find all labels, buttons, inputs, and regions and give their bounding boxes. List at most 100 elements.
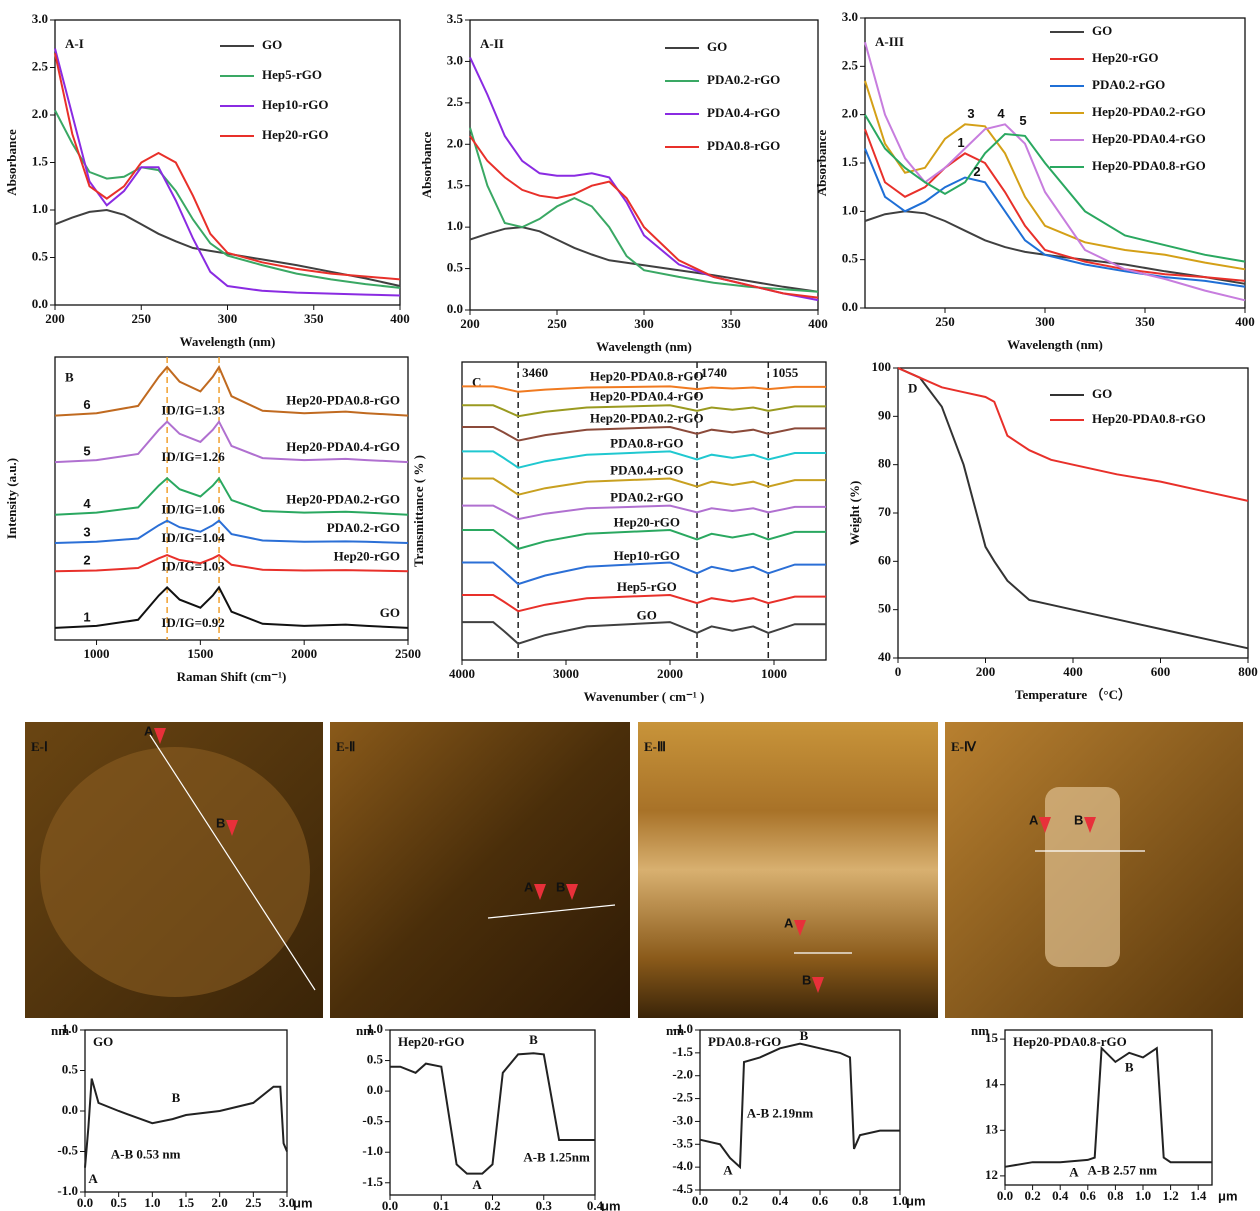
y-tick-label: 1.5 — [32, 153, 49, 168]
annotation: 1 — [957, 135, 964, 150]
legend-label: Hep20-PDA0.8-rGO — [1092, 411, 1206, 426]
y-tick-label: -2.0 — [672, 1067, 693, 1082]
series-label: GO — [637, 607, 657, 622]
profile-title: PDA0.8-rGO — [708, 1034, 781, 1049]
y-tick-label: 2.5 — [32, 58, 49, 73]
ratio-label: ID/IG=1.26 — [161, 449, 225, 464]
image-title: E-Ⅳ — [951, 739, 977, 754]
marker-label: A — [784, 915, 794, 930]
x-axis-unit: μm — [1218, 1188, 1238, 1203]
y-tick-label: 1.5 — [842, 154, 859, 169]
series-label: Hep20-PDA0.8-rGO — [286, 393, 400, 408]
x-tick-label: 400 — [808, 316, 828, 331]
marker-label: B — [556, 879, 565, 894]
y-axis-label: Transmittance ( % ) — [411, 455, 426, 567]
y-tick-label: 12 — [985, 1167, 998, 1182]
x-tick-label: 0 — [895, 664, 902, 679]
series-line — [55, 49, 400, 296]
panel: 0.00.10.20.30.4-1.5-1.0-0.50.00.51.0nmμm… — [356, 1021, 621, 1211]
series-label: GO — [380, 605, 400, 620]
x-axis-unit: μm — [601, 1198, 621, 1211]
y-tick-label: 3.0 — [32, 11, 48, 26]
y-tick-label: 14 — [985, 1076, 999, 1091]
x-axis-unit: μm — [906, 1193, 926, 1208]
y-tick-label: 0.0 — [447, 301, 463, 316]
annotation: A — [472, 1177, 482, 1192]
marker-label: B — [802, 972, 811, 987]
y-axis-label: Absorbance — [4, 129, 19, 196]
y-tick-label: -4.5 — [672, 1181, 693, 1196]
x-axis-label: Raman Shift (cm⁻¹) — [177, 669, 287, 684]
x-tick-label: 0.2 — [484, 1198, 500, 1211]
plot-frame — [55, 20, 400, 305]
series-line — [462, 622, 826, 644]
legend-label: PDA0.4-rGO — [707, 105, 780, 120]
y-tick-label: 0.0 — [62, 1102, 78, 1117]
series-label: Hep20-PDA0.8-rGO — [590, 368, 704, 383]
afm-image — [638, 722, 938, 1018]
y-tick-label: 40 — [878, 649, 891, 664]
annotation: A-B 1.25nm — [523, 1149, 590, 1164]
x-axis-label: Temperature （°C） — [1015, 687, 1131, 702]
legend-label: Hep20-PDA0.2-rGO — [1092, 104, 1206, 119]
y-tick-label: -0.5 — [57, 1142, 78, 1157]
series-label: Hep20-rGO — [334, 548, 400, 563]
series-line — [55, 587, 408, 628]
ratio-label: ID/IG=1.04 — [161, 530, 225, 545]
y-tick-label: 70 — [878, 504, 891, 519]
y-tick-label: 0.5 — [62, 1061, 79, 1076]
y-tick-label: -0.5 — [362, 1113, 383, 1128]
y-axis-unit: nm — [356, 1023, 374, 1038]
y-tick-label: -1.5 — [362, 1174, 383, 1189]
legend-label: Hep10-rGO — [262, 97, 328, 112]
panel: 2002503003504000.00.51.01.52.02.53.03.5W… — [419, 11, 828, 354]
legend-label: GO — [1092, 23, 1112, 38]
x-axis-label: Wavenumber ( cm⁻¹ ) — [584, 689, 705, 704]
annotation: 2 — [973, 164, 980, 179]
x-tick-label: 300 — [634, 316, 654, 331]
legend-label: PDA0.2-rGO — [1092, 77, 1165, 92]
x-tick-label: 0.2 — [732, 1193, 748, 1208]
y-tick-label: -1.0 — [57, 1183, 78, 1198]
series-label: Hep5-rGO — [617, 579, 677, 594]
series-line — [1005, 1048, 1212, 1167]
annotation: A-B 2.57 nm — [1087, 1162, 1157, 1177]
x-tick-label: 0.0 — [997, 1188, 1013, 1203]
reference-line-label: 1740 — [701, 365, 727, 380]
profile-title: Hep20-rGO — [398, 1034, 464, 1049]
y-tick-label: 80 — [878, 456, 891, 471]
annotation: B — [1125, 1060, 1134, 1075]
marker-label: A — [524, 879, 534, 894]
reference-line-label: 1055 — [772, 365, 799, 380]
panel-title: D — [908, 381, 917, 396]
annotation: 5 — [1019, 113, 1026, 128]
x-tick-label: 0.2 — [1024, 1188, 1040, 1203]
x-tick-label: 1.4 — [1190, 1188, 1207, 1203]
y-tick-label: 2.5 — [842, 57, 859, 72]
annotation: B — [529, 1032, 538, 1047]
series-label: PDA0.2-rGO — [610, 489, 683, 504]
ratio-label: ID/IG=1.06 — [161, 502, 225, 517]
x-tick-label: 600 — [1151, 664, 1171, 679]
marker-label: B — [1074, 812, 1083, 827]
ratio-label: ID/IG=1.33 — [161, 403, 225, 418]
y-tick-label: 1.0 — [842, 202, 858, 217]
x-axis-label: Wavelength (nm) — [180, 334, 276, 349]
ratio-label: ID/IG=1.03 — [161, 558, 225, 573]
image-title: E-Ⅰ — [31, 739, 48, 754]
legend-label: PDA0.8-rGO — [707, 138, 780, 153]
x-tick-label: 200 — [45, 311, 65, 326]
x-tick-label: 0.0 — [382, 1198, 398, 1211]
y-tick-label: 60 — [878, 552, 891, 567]
afm-flake — [40, 747, 310, 997]
x-tick-label: 0.6 — [812, 1193, 829, 1208]
y-axis-label: Intensity (a.u.) — [4, 458, 19, 539]
y-tick-label: 100 — [872, 359, 892, 374]
y-tick-label: -2.5 — [672, 1090, 693, 1105]
x-tick-label: 0.0 — [692, 1193, 708, 1208]
x-tick-label: 300 — [218, 311, 238, 326]
x-tick-label: 0.0 — [77, 1195, 93, 1210]
y-tick-label: 0.5 — [447, 260, 464, 275]
series-number: 2 — [83, 553, 90, 568]
